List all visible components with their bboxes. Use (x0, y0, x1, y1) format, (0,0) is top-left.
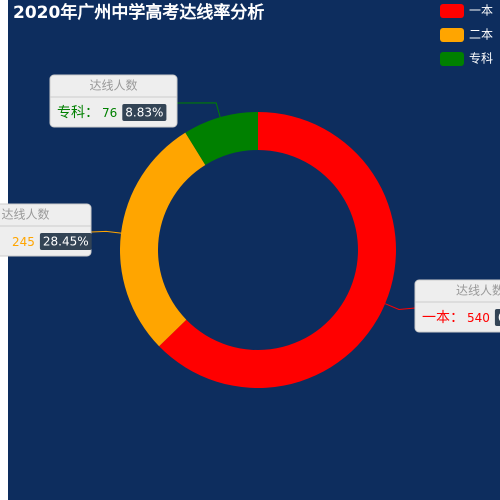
percent-badge (39, 233, 92, 250)
label-separator: ： (0, 234, 9, 250)
label-connector (90, 230, 122, 234)
pie-slice (119, 132, 206, 347)
label-header: 达线人数 (89, 78, 137, 93)
label-connector (384, 303, 416, 311)
label-value: 540 (467, 311, 490, 325)
percent-badge (494, 309, 500, 326)
label-text: 二本：245 (0, 234, 35, 250)
percent-badge (122, 104, 167, 121)
label-separator: ： (450, 310, 464, 326)
legend-swatch (440, 28, 464, 42)
data-label: 达线人数二本：245 28.45% (0, 203, 92, 257)
label-value: 76 (102, 106, 117, 120)
label-connector (176, 102, 221, 118)
label-text: 专科： 76 (57, 105, 117, 121)
legend-label: 专科 (469, 51, 493, 66)
legend-label: 一本 (469, 4, 493, 18)
label-name: 一本 (422, 310, 450, 326)
label-text: 一本： 540 (422, 310, 490, 326)
legend-swatch (440, 4, 464, 18)
label-box (414, 279, 500, 333)
label-name: 专科 (57, 105, 85, 121)
label-header: 达线人数 (1, 207, 49, 222)
percent-label: 8.83% (125, 106, 163, 120)
label-separator: ： (85, 105, 99, 121)
label-value: 245 (12, 235, 35, 249)
label-header: 达线人数 (456, 283, 500, 298)
percent-label: 28.45% (43, 235, 89, 249)
pie-slice (159, 112, 396, 388)
legend-swatch (440, 52, 464, 66)
chart-title: 2020年广州中学高考达线率分析 (13, 2, 264, 23)
pie-slice (185, 112, 258, 165)
legend-label: 二本 (469, 28, 493, 42)
percent-label: 62.72% (498, 311, 500, 325)
